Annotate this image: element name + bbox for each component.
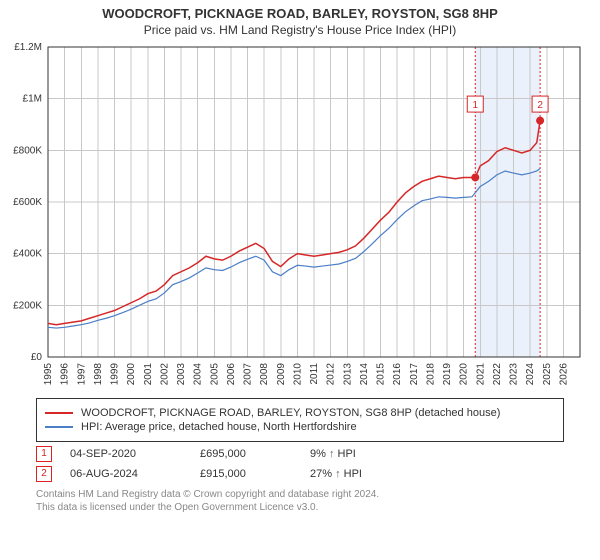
svg-text:2001: 2001 — [143, 363, 154, 386]
legend-label: HPI: Average price, detached house, Nort… — [81, 421, 357, 433]
sale-pct: 9% ↑ HPI — [310, 448, 380, 460]
svg-text:2006: 2006 — [226, 363, 237, 386]
svg-text:2012: 2012 — [326, 363, 337, 386]
legend-item: WOODCROFT, PICKNAGE ROAD, BARLEY, ROYSTO… — [45, 407, 555, 419]
chart-title: WOODCROFT, PICKNAGE ROAD, BARLEY, ROYSTO… — [0, 6, 600, 21]
svg-text:2017: 2017 — [409, 363, 420, 386]
sale-date: 04-SEP-2020 — [70, 448, 200, 460]
chart-subtitle: Price paid vs. HM Land Registry's House … — [0, 23, 600, 37]
svg-text:£200K: £200K — [13, 300, 42, 311]
up-arrow-icon: ↑ — [329, 448, 335, 460]
svg-text:2022: 2022 — [492, 363, 503, 386]
svg-text:1996: 1996 — [60, 363, 71, 386]
chart-header: WOODCROFT, PICKNAGE ROAD, BARLEY, ROYSTO… — [0, 0, 600, 37]
svg-text:2021: 2021 — [475, 363, 486, 386]
sale-price: £915,000 — [200, 468, 310, 480]
svg-text:2015: 2015 — [376, 363, 387, 386]
svg-text:2020: 2020 — [459, 363, 470, 386]
svg-text:2: 2 — [537, 100, 543, 111]
svg-text:2016: 2016 — [392, 363, 403, 386]
svg-text:2018: 2018 — [425, 363, 436, 386]
svg-text:£800K: £800K — [13, 145, 42, 156]
sale-price: £695,000 — [200, 448, 310, 460]
svg-text:£1M: £1M — [23, 94, 42, 105]
sale-date: 06-AUG-2024 — [70, 468, 200, 480]
legend-swatch — [45, 426, 73, 428]
svg-text:2003: 2003 — [176, 363, 187, 386]
svg-text:2025: 2025 — [542, 363, 553, 386]
legend-label: WOODCROFT, PICKNAGE ROAD, BARLEY, ROYSTO… — [81, 407, 500, 419]
svg-text:1995: 1995 — [43, 363, 54, 386]
svg-text:2014: 2014 — [359, 363, 370, 386]
legend-item: HPI: Average price, detached house, Nort… — [45, 421, 555, 433]
svg-text:£600K: £600K — [13, 197, 42, 208]
footer-line: Contains HM Land Registry data © Crown c… — [36, 488, 564, 501]
svg-text:2007: 2007 — [243, 363, 254, 386]
svg-text:2000: 2000 — [126, 363, 137, 386]
sale-badge: 2 — [36, 466, 52, 482]
svg-text:1: 1 — [472, 100, 478, 111]
sale-row: 2 06-AUG-2024 £915,000 27% ↑ HPI — [36, 466, 564, 482]
svg-text:2002: 2002 — [159, 363, 170, 386]
svg-text:2008: 2008 — [259, 363, 270, 386]
footer-line: This data is licensed under the Open Gov… — [36, 501, 564, 514]
svg-text:2011: 2011 — [309, 363, 320, 385]
svg-text:£400K: £400K — [13, 249, 42, 260]
svg-text:2013: 2013 — [342, 363, 353, 386]
legend: WOODCROFT, PICKNAGE ROAD, BARLEY, ROYSTO… — [36, 398, 564, 442]
svg-text:£1.2M: £1.2M — [14, 42, 42, 53]
price-chart: £0 £200K £400K £600K £800K £1M £1.2M 1995 1996 19… — [0, 37, 600, 387]
svg-text:2005: 2005 — [209, 363, 220, 386]
legend-swatch — [45, 412, 73, 414]
svg-text:2019: 2019 — [442, 363, 453, 386]
sale-row: 1 04-SEP-2020 £695,000 9% ↑ HPI — [36, 446, 564, 462]
svg-text:2010: 2010 — [292, 363, 303, 386]
svg-text:2024: 2024 — [525, 363, 536, 386]
sale-badge: 1 — [36, 446, 52, 462]
svg-text:1999: 1999 — [110, 363, 121, 386]
sale-pct: 27% ↑ HPI — [310, 468, 380, 480]
up-arrow-icon: ↑ — [335, 468, 341, 480]
svg-text:2023: 2023 — [509, 363, 520, 386]
footer-attribution: Contains HM Land Registry data © Crown c… — [36, 488, 564, 514]
svg-text:2026: 2026 — [558, 363, 569, 386]
svg-text:2009: 2009 — [276, 363, 287, 386]
chart-container: £0 £200K £400K £600K £800K £1M £1.2M 1995 1996 19… — [0, 37, 600, 392]
svg-text:£0: £0 — [31, 352, 43, 363]
svg-text:1997: 1997 — [76, 363, 87, 386]
svg-text:2004: 2004 — [193, 363, 204, 386]
svg-text:1998: 1998 — [93, 363, 104, 386]
